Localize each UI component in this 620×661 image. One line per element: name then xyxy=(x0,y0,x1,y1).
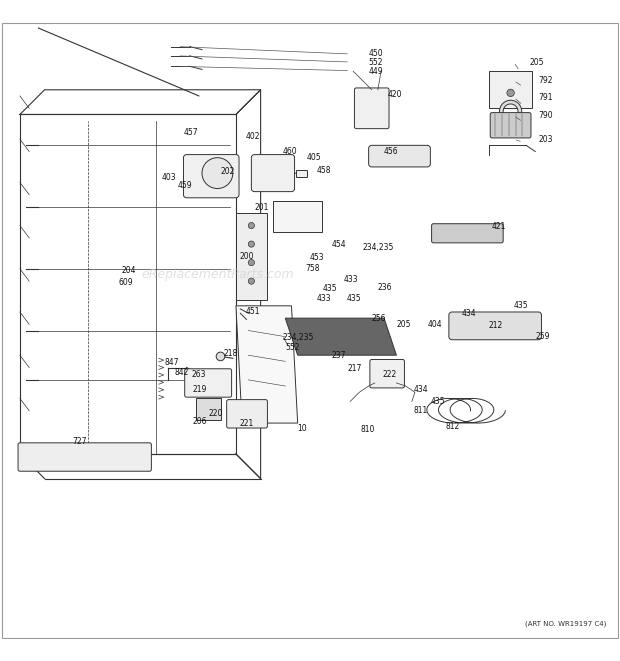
Text: 790: 790 xyxy=(538,111,553,120)
Text: 212: 212 xyxy=(489,321,503,330)
Text: 727: 727 xyxy=(73,437,87,446)
FancyBboxPatch shape xyxy=(196,399,221,420)
Text: 205: 205 xyxy=(529,58,544,67)
Circle shape xyxy=(216,352,225,361)
Text: 203: 203 xyxy=(538,135,553,143)
Text: 403: 403 xyxy=(162,173,177,182)
Text: 421: 421 xyxy=(492,222,507,231)
Circle shape xyxy=(248,260,254,266)
Text: 791: 791 xyxy=(538,93,553,102)
Polygon shape xyxy=(236,306,298,423)
Text: 812: 812 xyxy=(446,422,460,431)
Text: 219: 219 xyxy=(193,385,207,394)
FancyBboxPatch shape xyxy=(489,71,532,108)
Text: 460: 460 xyxy=(282,147,297,156)
Text: 10: 10 xyxy=(298,424,308,432)
FancyBboxPatch shape xyxy=(296,170,307,177)
Text: 552: 552 xyxy=(369,58,383,67)
Text: eReplacementParts.com: eReplacementParts.com xyxy=(141,268,294,282)
Text: 435: 435 xyxy=(322,284,337,293)
Text: 435: 435 xyxy=(430,397,445,406)
Circle shape xyxy=(248,241,254,247)
Text: 810: 810 xyxy=(361,425,375,434)
FancyBboxPatch shape xyxy=(490,112,531,138)
Polygon shape xyxy=(273,201,322,232)
Text: 434: 434 xyxy=(461,309,476,318)
Text: 435: 435 xyxy=(514,301,528,310)
Text: 842: 842 xyxy=(174,368,188,377)
Text: 402: 402 xyxy=(245,132,260,141)
Text: 450: 450 xyxy=(369,50,383,58)
Text: 811: 811 xyxy=(414,407,428,415)
Text: 433: 433 xyxy=(344,276,358,284)
Text: 453: 453 xyxy=(310,253,325,262)
Text: 234,235: 234,235 xyxy=(363,243,394,252)
Text: 792: 792 xyxy=(538,76,553,85)
Text: (ART NO. WR19197 C4): (ART NO. WR19197 C4) xyxy=(525,620,606,627)
Text: 201: 201 xyxy=(254,202,269,212)
Text: 222: 222 xyxy=(383,370,397,379)
Text: 434: 434 xyxy=(414,385,428,394)
Circle shape xyxy=(248,278,254,284)
Text: 206: 206 xyxy=(193,417,207,426)
Text: 847: 847 xyxy=(165,358,179,367)
Text: 449: 449 xyxy=(369,67,383,76)
FancyBboxPatch shape xyxy=(185,369,232,397)
Text: 263: 263 xyxy=(192,370,206,379)
Text: 237: 237 xyxy=(332,351,346,360)
FancyBboxPatch shape xyxy=(18,443,151,471)
Text: 454: 454 xyxy=(332,239,346,249)
Text: 259: 259 xyxy=(535,332,550,341)
Text: 221: 221 xyxy=(239,418,253,428)
FancyBboxPatch shape xyxy=(369,145,430,167)
FancyBboxPatch shape xyxy=(432,223,503,243)
Text: 433: 433 xyxy=(316,294,331,303)
Text: 220: 220 xyxy=(208,409,223,418)
Text: 404: 404 xyxy=(427,320,442,329)
Text: 758: 758 xyxy=(305,264,319,273)
Circle shape xyxy=(202,158,233,188)
Text: 200: 200 xyxy=(239,252,254,261)
Text: 218: 218 xyxy=(224,350,238,358)
Text: 420: 420 xyxy=(387,90,402,99)
Text: 256: 256 xyxy=(372,314,386,323)
Text: 217: 217 xyxy=(347,364,361,373)
Text: 609: 609 xyxy=(118,278,133,287)
Text: 204: 204 xyxy=(122,266,136,274)
Polygon shape xyxy=(236,214,267,299)
FancyBboxPatch shape xyxy=(251,155,294,192)
Text: 451: 451 xyxy=(245,307,260,317)
FancyBboxPatch shape xyxy=(449,312,541,340)
Text: 405: 405 xyxy=(307,153,322,162)
Text: 458: 458 xyxy=(316,165,330,175)
Polygon shape xyxy=(285,318,396,355)
FancyBboxPatch shape xyxy=(227,400,267,428)
Circle shape xyxy=(248,223,254,229)
Text: 202: 202 xyxy=(221,167,235,176)
FancyBboxPatch shape xyxy=(355,88,389,129)
Text: 435: 435 xyxy=(347,294,361,303)
Text: 234,235: 234,235 xyxy=(282,333,314,342)
FancyBboxPatch shape xyxy=(184,155,239,198)
Text: 236: 236 xyxy=(378,283,392,292)
FancyBboxPatch shape xyxy=(370,360,404,388)
Text: 459: 459 xyxy=(177,181,192,190)
Text: 457: 457 xyxy=(184,128,198,137)
Text: 456: 456 xyxy=(384,147,399,156)
Circle shape xyxy=(507,89,515,97)
Text: 552: 552 xyxy=(285,343,300,352)
Text: 205: 205 xyxy=(396,320,411,329)
